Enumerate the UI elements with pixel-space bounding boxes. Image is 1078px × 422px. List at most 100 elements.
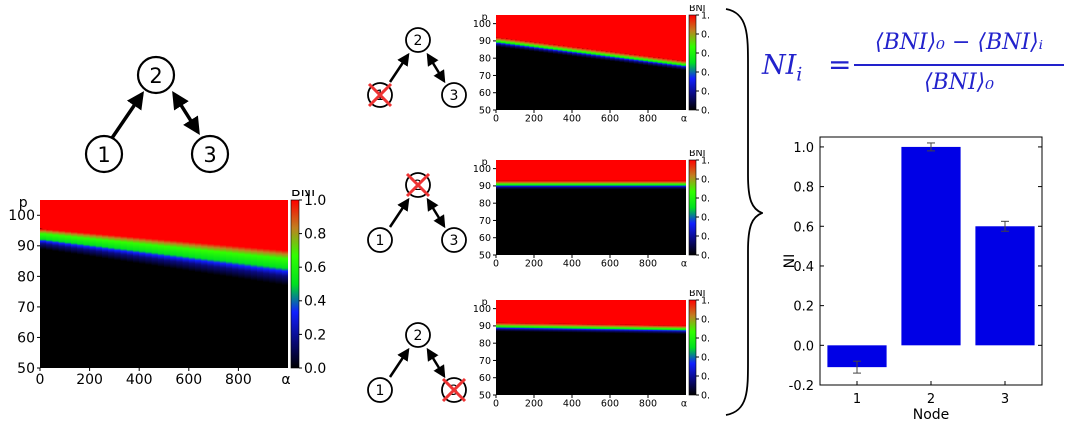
- bar-node-1: [827, 345, 887, 368]
- colorbar-tick-label: 0.4: [701, 212, 710, 223]
- heatmap-band-slice: [572, 180, 578, 193]
- colorbar-tick-label: 1.0: [701, 295, 710, 306]
- heatmap-band-slice: [614, 324, 620, 337]
- right-curly-brace: [725, 8, 763, 416]
- heatmap-band-slice: [548, 44, 554, 57]
- heatmap-band-slice: [207, 243, 215, 285]
- formula-denominator: ⟨BNI⟩₀: [923, 70, 995, 95]
- heatmap-band-slice: [510, 323, 516, 335]
- heatmap-band-slice: [638, 324, 644, 337]
- colorbar-label: BNI: [291, 190, 315, 200]
- heatmap-band-slice: [624, 324, 630, 337]
- colorbar: [688, 299, 697, 396]
- y-tick-label: 100: [473, 164, 491, 175]
- y-tick-label: 100: [473, 304, 491, 315]
- heatmap-band-slice: [281, 250, 288, 297]
- ni-formula: NIi = ⟨BNI⟩₀ − ⟨BNI⟩ᵢ ⟨BNI⟩₀: [762, 26, 1064, 106]
- colorbar-tick-label: 0.6: [701, 193, 710, 204]
- heatmap-band-slice: [638, 180, 644, 193]
- x-tick-label: 400: [563, 114, 581, 125]
- x-tick-label: 600: [601, 399, 619, 410]
- heatmap-band-slice: [572, 323, 578, 336]
- heatmap-band-slice: [567, 180, 573, 193]
- heatmap-band-slice: [681, 60, 686, 74]
- x-tick-label: 800: [639, 114, 657, 125]
- heatmap-band-slice: [614, 180, 620, 193]
- y-tick-label: 70: [479, 71, 491, 82]
- y-tick-label: 80: [479, 199, 491, 210]
- heatmap-band-slice: [232, 246, 239, 289]
- heatmap-band-slice: [619, 53, 625, 66]
- heatmap-band-slice: [496, 180, 502, 193]
- y-tick-label: 80: [479, 54, 491, 65]
- heatmap-band-slice: [600, 180, 606, 193]
- heatmap-band-slice: [139, 237, 146, 273]
- knockout-cross-icon: [367, 82, 393, 108]
- bar-node-2: [901, 146, 961, 346]
- node-2: 2: [136, 55, 176, 95]
- y-tick-label: 50: [479, 250, 491, 261]
- heatmap-region-red: [496, 15, 686, 62]
- heatmap-band-slice: [519, 323, 525, 335]
- heatmap-band-slice: [643, 180, 649, 193]
- bar-node-3: [975, 226, 1035, 346]
- heatmap-band-slice: [510, 180, 516, 193]
- heatmap-band-slice: [633, 324, 639, 337]
- x-tick-label: 800: [225, 372, 252, 388]
- heatmap-band-slice: [543, 323, 549, 335]
- heatmap-band-slice: [496, 37, 502, 50]
- heatmap-band-slice: [58, 230, 66, 260]
- x-axis-label: α: [681, 259, 687, 270]
- heatmap-band-slice: [213, 244, 221, 286]
- heatmap-band-slice: [510, 39, 516, 52]
- colorbar-label: BNI: [689, 290, 705, 299]
- x-tick-label: 0: [493, 399, 499, 410]
- x-tick-label: 400: [563, 399, 581, 410]
- colorbar-tick-label: 0.0: [701, 250, 710, 261]
- edge-2-to-3: [172, 91, 200, 135]
- node-2: 2: [405, 27, 431, 53]
- colorbar-tick-label: 0.4: [701, 352, 710, 363]
- heatmap-band-slice: [219, 244, 227, 287]
- heatmap-band-slice: [52, 230, 60, 259]
- x-tick-label: 0: [493, 114, 499, 125]
- colorbar-tick-label: 0.6: [304, 260, 326, 276]
- heatmap-band-slice: [681, 325, 686, 338]
- y-axis-label: p: [482, 297, 488, 308]
- node-3: 3: [441, 82, 467, 108]
- heatmap-band-slice: [586, 48, 592, 62]
- colorbar-tick-label: 0.4: [701, 67, 710, 78]
- heatmap-band-slice: [534, 180, 540, 193]
- heatmap-band-slice: [652, 325, 658, 337]
- colorbar-tick-label: 0.8: [304, 227, 326, 243]
- heatmap-band-slice: [524, 180, 530, 193]
- y-tick-label: 1.0: [793, 141, 814, 156]
- heatmap-band-slice: [275, 249, 283, 296]
- svg-text:1: 1: [376, 233, 385, 249]
- y-tick-label: 60: [479, 233, 491, 244]
- heatmap-band-slice: [145, 238, 153, 274]
- heatmap-band-slice: [83, 232, 91, 264]
- heatmap-band-slice: [562, 180, 568, 193]
- colorbar-label: BNI: [689, 150, 705, 159]
- heatmap-band-slice: [567, 323, 573, 336]
- heatmap-band-slice: [543, 180, 549, 193]
- y-tick-label: 0.6: [793, 220, 814, 235]
- y-tick-label: 90: [479, 321, 491, 332]
- heatmap-band-slice: [576, 324, 582, 336]
- heatmap-band-slice: [629, 324, 635, 337]
- edge-1-to-2: [110, 91, 144, 139]
- heatmap-band-slice: [557, 45, 563, 58]
- heatmap-band-slice: [576, 47, 582, 61]
- heatmap-band-slice: [244, 247, 252, 291]
- heatmap-band-slice: [515, 180, 521, 193]
- x-tick-label: 2: [927, 392, 935, 407]
- y-tick-label: 80: [17, 269, 35, 285]
- y-tick-label: 70: [479, 356, 491, 367]
- svg-text:2: 2: [414, 328, 423, 344]
- x-tick-label: 600: [175, 372, 202, 388]
- heatmap-band-slice: [269, 249, 277, 295]
